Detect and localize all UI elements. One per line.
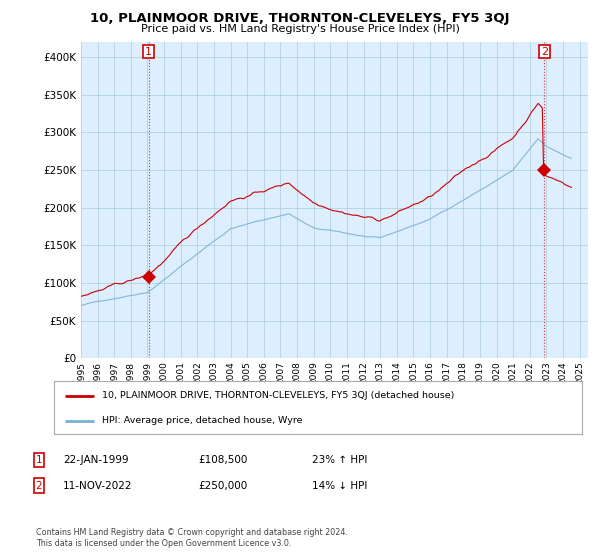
- Text: 10, PLAINMOOR DRIVE, THORNTON-CLEVELEYS, FY5 3QJ: 10, PLAINMOOR DRIVE, THORNTON-CLEVELEYS,…: [90, 12, 510, 25]
- Text: 10, PLAINMOOR DRIVE, THORNTON-CLEVELEYS, FY5 3QJ (detached house): 10, PLAINMOOR DRIVE, THORNTON-CLEVELEYS,…: [101, 391, 454, 400]
- Text: HPI: Average price, detached house, Wyre: HPI: Average price, detached house, Wyre: [101, 416, 302, 425]
- Text: 2: 2: [541, 46, 548, 57]
- Text: £108,500: £108,500: [198, 455, 247, 465]
- Text: 23% ↑ HPI: 23% ↑ HPI: [312, 455, 367, 465]
- Text: 14% ↓ HPI: 14% ↓ HPI: [312, 480, 367, 491]
- Text: 22-JAN-1999: 22-JAN-1999: [63, 455, 128, 465]
- Text: Contains HM Land Registry data © Crown copyright and database right 2024.
This d: Contains HM Land Registry data © Crown c…: [36, 528, 348, 548]
- Text: £250,000: £250,000: [198, 480, 247, 491]
- Text: Price paid vs. HM Land Registry's House Price Index (HPI): Price paid vs. HM Land Registry's House …: [140, 24, 460, 34]
- Text: 1: 1: [35, 455, 43, 465]
- Text: 11-NOV-2022: 11-NOV-2022: [63, 480, 133, 491]
- Text: 1: 1: [145, 46, 152, 57]
- Text: 2: 2: [35, 480, 43, 491]
